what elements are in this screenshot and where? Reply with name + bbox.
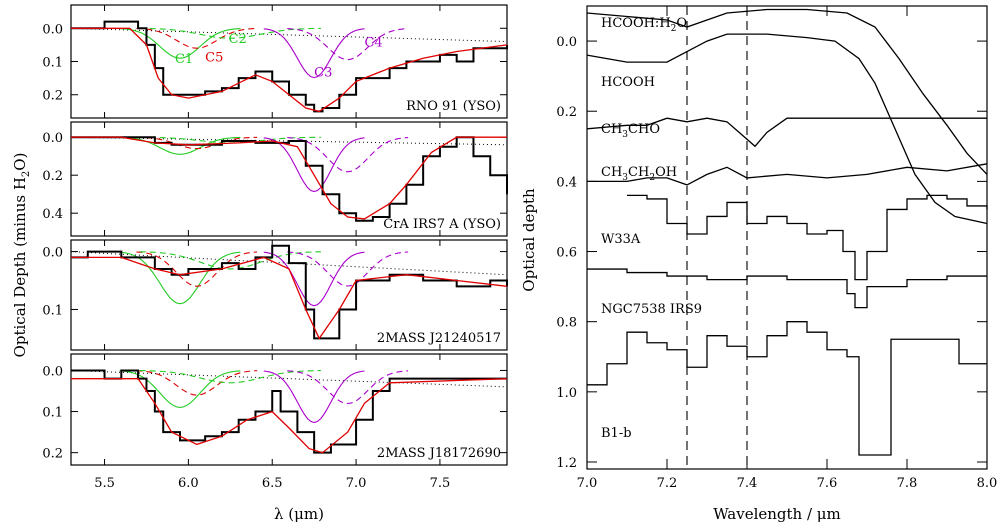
component-curve-2	[136, 27, 258, 49]
component-label: C4	[364, 36, 382, 51]
right-ytick-label: 1.0	[556, 386, 577, 401]
component-curve-5	[287, 251, 409, 287]
left-xtick-label: 6.5	[262, 476, 283, 491]
source-label: 2MASS J21240517	[377, 331, 501, 346]
left-subpanel-1: 0.0 0.1 0.2 RNO 91 (YSO) C1 C2 C5 C3 C4	[42, 4, 508, 119]
component-label: C1	[175, 52, 193, 67]
right-xtick-label: 7.8	[897, 476, 918, 491]
series-line-2	[586, 33, 988, 225]
ytick-label: 0.1	[42, 56, 63, 71]
source-label: CrA IRS7 A (YSO)	[383, 217, 501, 232]
label-hcooh-h2o: HCOOH:H2O	[601, 16, 687, 34]
component-curve-4	[263, 251, 365, 307]
model-fit	[71, 378, 508, 454]
left-xtick-label: 5.5	[94, 476, 115, 491]
left-xtick-label: 7.5	[430, 476, 451, 491]
left-xlabel: λ (μm)	[274, 505, 324, 523]
left-xtick-label: 6.0	[178, 476, 199, 491]
observed-spectrum	[71, 244, 508, 340]
series-line-1	[586, 8, 988, 175]
left-panel-group: 0.0 0.1 0.2 RNO 91 (YSO) C1 C2 C5 C3 C4 0.0 0.2 0.4…	[42, 4, 508, 491]
ytick-label: 0.0	[42, 22, 63, 37]
left-ylabel-post: O)	[11, 153, 29, 171]
right-xlabel: Wavelength / μm	[713, 505, 841, 523]
component-curve-4	[263, 137, 365, 193]
ytick-label: 0.0	[42, 246, 63, 261]
label-ngc7538: NGC7538 IRS9	[601, 302, 702, 317]
subpanel-frame	[70, 239, 508, 351]
label-ch3ch2oh: CH3CH2OH	[601, 165, 677, 183]
ytick-label: 0.2	[42, 169, 63, 184]
series-line-5	[627, 194, 988, 281]
right-ylabel: Optical depth	[520, 188, 538, 292]
component-curve-2	[136, 251, 258, 287]
component-curve-5	[287, 28, 409, 61]
left-ylabel: Optical Depth (minus H2O)	[11, 153, 32, 358]
label-ch3cho: CH3CHO	[601, 122, 660, 140]
right-xtick-label: 7.4	[737, 476, 758, 491]
observed-spectrum	[71, 136, 508, 222]
model-fit	[71, 136, 507, 220]
ytick-label: 0.2	[42, 447, 63, 462]
component-label: C5	[205, 51, 223, 66]
source-label: 2MASS J18172690	[377, 446, 501, 461]
baseline-dotted	[70, 369, 508, 388]
component-curve-5	[287, 137, 409, 173]
component-curve-1	[119, 28, 241, 59]
left-subpanel-2: 0.0 0.2 0.4 CrA IRS7 A (YSO)	[42, 121, 508, 237]
baseline-dotted	[70, 251, 508, 276]
label-hcooh: HCOOH	[601, 75, 655, 90]
component-curve-3	[139, 251, 321, 270]
right-panel: 0.0 0.2 0.4 0.6 0.8 1.0 1.27.0 7.2 7.4 7.6 7.8 8.0 H…	[556, 5, 998, 491]
component-label: C3	[314, 65, 332, 80]
component-curve-4	[263, 28, 365, 79]
component-curve-3	[139, 27, 321, 39]
subpanel-frame	[70, 353, 508, 466]
component-curve-1	[119, 136, 241, 155]
right-ytick-label: 0.8	[556, 316, 577, 331]
ytick-label: 0.1	[42, 406, 63, 421]
ytick-label: 0.0	[42, 364, 63, 379]
ytick-label: 0.2	[42, 89, 63, 104]
baseline-dotted	[70, 27, 508, 43]
ytick-label: 0.1	[42, 303, 63, 318]
component-curve-1	[119, 251, 241, 305]
component-curve-3	[139, 370, 321, 384]
right-frame	[586, 5, 988, 470]
ytick-label: 0.4	[42, 207, 63, 222]
series-line-3	[586, 117, 987, 148]
right-xtick-label: 7.0	[577, 476, 598, 491]
model-fit	[71, 27, 508, 113]
left-subpanel-3: 0.0 0.1 2MASS J21240517	[42, 239, 508, 351]
right-ytick-label: 0.2	[556, 105, 577, 120]
right-xtick-label: 7.2	[657, 476, 678, 491]
ytick-label: 0.0	[42, 131, 63, 146]
left-ylabel-pre: Optical Depth (minus H	[11, 177, 29, 357]
baseline-dotted	[70, 136, 508, 146]
component-curve-2	[136, 136, 258, 150]
series-line-6	[587, 268, 987, 309]
component-curve-1	[119, 370, 241, 408]
observed-spectrum	[71, 369, 507, 454]
component-curve-5	[287, 370, 409, 405]
right-ytick-label: 0.6	[556, 246, 577, 261]
series-line-4	[587, 163, 988, 186]
source-label: RNO 91 (YSO)	[406, 99, 501, 114]
component-curve-2	[136, 370, 258, 396]
right-ytick-label: 1.2	[556, 456, 577, 471]
right-ytick-label: 0.4	[556, 175, 577, 190]
right-ytick-label: 0.0	[556, 35, 577, 50]
label-w33a: W33A	[601, 232, 641, 247]
right-xtick-label: 8.0	[977, 476, 998, 491]
component-curve-4	[263, 370, 365, 424]
label-b1b: B1-b	[601, 426, 632, 441]
model-fit	[71, 256, 508, 340]
series-line-7	[587, 321, 987, 456]
left-ylabel-sub: 2	[21, 171, 32, 177]
left-subpanel-4: 0.0 0.1 0.2 2MASS J18172690	[42, 353, 508, 466]
right-xtick-label: 7.6	[817, 476, 838, 491]
left-xtick-label: 7.0	[346, 476, 367, 491]
component-label: C2	[229, 32, 247, 47]
